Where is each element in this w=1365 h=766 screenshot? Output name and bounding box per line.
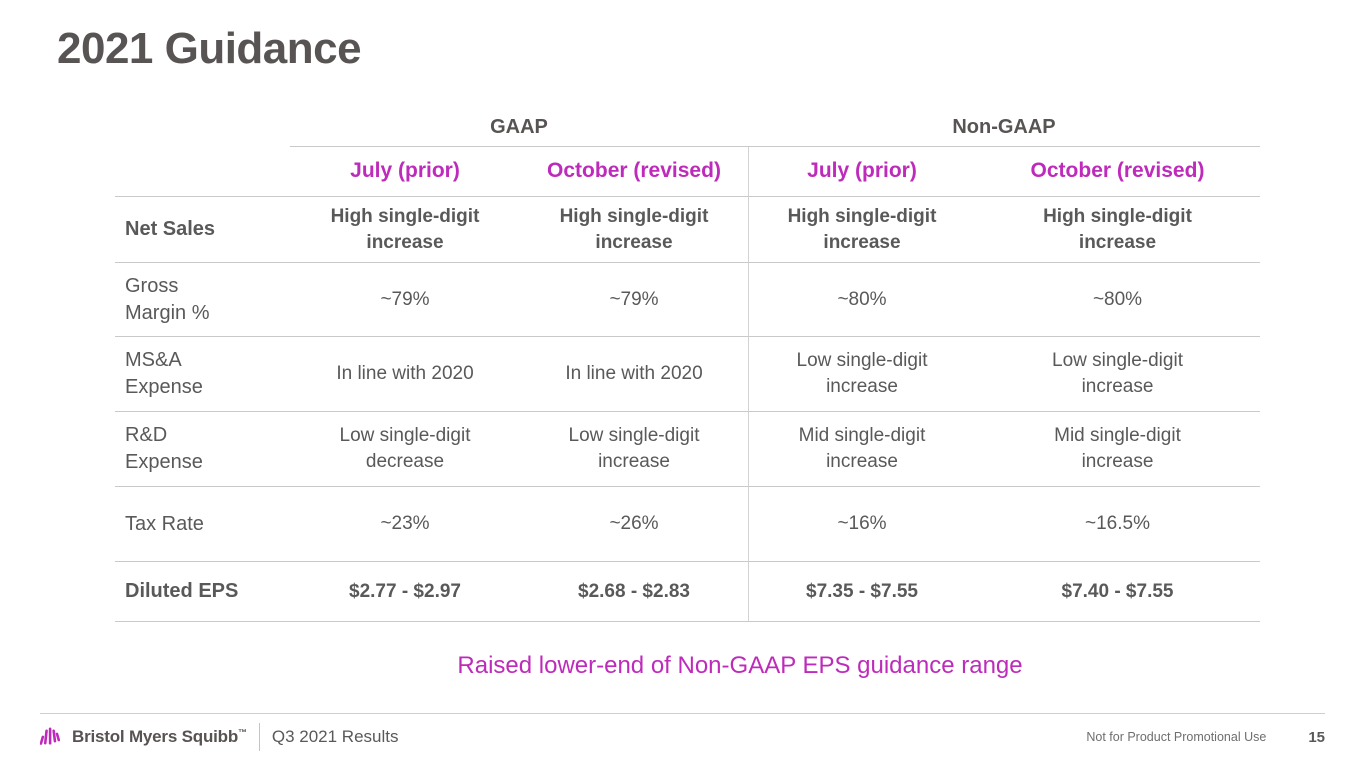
cell-msa-gaap-july: In line with 2020 [290,337,520,412]
cell-msa-nongaap-october: Low single-digit increase [975,337,1260,412]
bms-hand-logo-icon [40,725,60,749]
row-label-diluted-eps: Diluted EPS [115,562,290,622]
cell-gross-margin-gaap-july: ~79% [290,263,520,337]
cell-rd-gaap-july: Low single-digit decrease [290,412,520,487]
row-label-gross-margin: Gross Margin % [115,263,290,337]
cell-eps-nongaap-october: $7.40 - $7.55 [975,562,1260,622]
column-header-nongaap-october: October (revised) [975,147,1260,197]
cell-net-sales-nongaap-october: High single-digit increase [975,197,1260,263]
cell-tax-gaap-july: ~23% [290,487,520,562]
column-header-nongaap-july: July (prior) [748,147,975,197]
cell-tax-gaap-october: ~26% [520,487,748,562]
column-header-gaap-july: July (prior) [290,147,520,197]
cell-rd-gaap-october: Low single-digit increase [520,412,748,487]
footer-divider [40,713,1325,714]
row-label-rd-expense: R&D Expense [115,412,290,487]
row-label-tax-rate: Tax Rate [115,487,290,562]
guidance-table: GAAP Non-GAAP July (prior) October (revi… [115,108,1260,622]
cell-net-sales-gaap-july: High single-digit increase [290,197,520,263]
footer: Bristol Myers Squibb™ Q3 2021 Results No… [40,714,1325,760]
cell-gross-margin-nongaap-july: ~80% [748,263,975,337]
cell-tax-nongaap-july: ~16% [748,487,975,562]
row-label-net-sales: Net Sales [115,197,290,263]
column-header-gaap-october: October (revised) [520,147,748,197]
column-group-nongaap: Non-GAAP [748,108,1260,147]
cell-net-sales-gaap-october: High single-digit increase [520,197,748,263]
cell-gross-margin-gaap-october: ~79% [520,263,748,337]
cell-eps-nongaap-july: $7.35 - $7.55 [748,562,975,622]
promotional-notice: Not for Product Promotional Use [1086,730,1267,744]
cell-msa-gaap-october: In line with 2020 [520,337,748,412]
cell-rd-nongaap-july: Mid single-digit increase [748,412,975,487]
cell-eps-gaap-july: $2.77 - $2.97 [290,562,520,622]
deck-title: Q3 2021 Results [271,727,399,746]
column-header-spacer [115,147,290,197]
page-title: 2021 Guidance [57,24,362,73]
table-corner-spacer [115,108,290,147]
trademark-symbol: ™ [238,727,247,738]
row-label-msa-expense: MS&A Expense [115,337,290,412]
cell-eps-gaap-october: $2.68 - $2.83 [520,562,748,622]
cell-net-sales-nongaap-july: High single-digit increase [748,197,975,263]
column-group-gaap: GAAP [290,108,748,147]
cell-tax-nongaap-october: ~16.5% [975,487,1260,562]
page-number: 15 [1308,728,1325,746]
cell-rd-nongaap-october: Mid single-digit increase [975,412,1260,487]
cell-msa-nongaap-july: Low single-digit increase [748,337,975,412]
brand-name: Bristol Myers Squibb™ [72,727,247,746]
callout-text: Raised lower-end of Non-GAAP EPS guidanc… [457,652,1023,679]
footer-vertical-divider [258,723,260,751]
cell-gross-margin-nongaap-october: ~80% [975,263,1260,337]
